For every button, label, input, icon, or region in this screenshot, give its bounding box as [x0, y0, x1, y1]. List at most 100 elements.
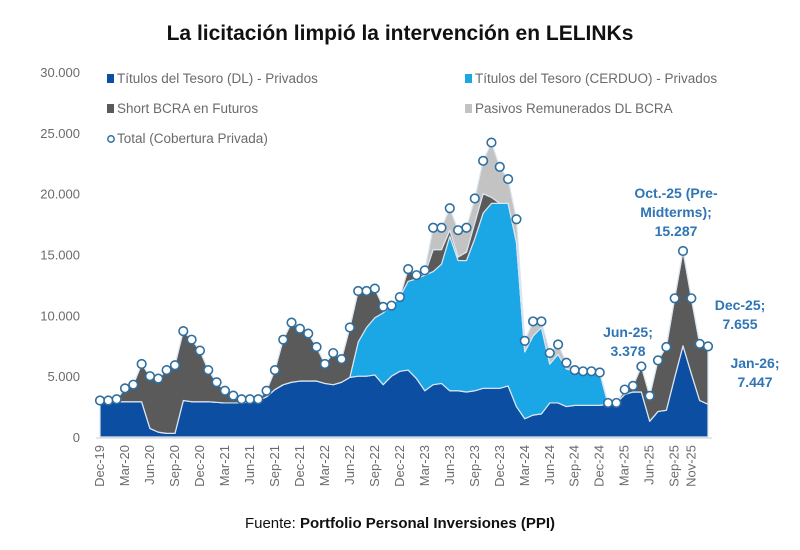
x-tick-label: Mar-20 [117, 445, 132, 486]
total-marker [369, 283, 380, 294]
x-tick-label: Mar-23 [417, 445, 432, 486]
total-marker [211, 377, 222, 388]
total-marker [136, 358, 147, 370]
total-marker [669, 293, 680, 304]
annotation-jun-25: 3.378 [610, 343, 645, 359]
y-tick-label: 15.000 [40, 248, 80, 263]
y-tick-label: 5.000 [47, 369, 80, 384]
annotation-oct-25: Midterms); [640, 204, 712, 220]
x-tick-label: Mar-22 [317, 445, 332, 486]
total-marker [694, 338, 705, 349]
total-marker [261, 385, 272, 396]
legend-label-total: Total (Cobertura Privada) [117, 131, 268, 146]
total-marker [236, 394, 247, 405]
x-tick-label: Mar-25 [617, 445, 632, 486]
total-marker [686, 293, 697, 304]
x-tick-label: Jun-24 [542, 445, 557, 485]
x-tick-label: Dec-21 [292, 445, 307, 487]
total-marker [244, 394, 256, 405]
total-marker [436, 222, 447, 233]
annotation-jun-25: Jun-25; [603, 324, 653, 340]
legend-swatch-dl [107, 74, 114, 83]
legend-swatch-pasivos [465, 104, 472, 113]
total-marker [186, 334, 197, 345]
y-tick-label: 30.000 [40, 65, 80, 80]
annotation-oct-25: 15.287 [655, 223, 698, 239]
total-marker [228, 390, 239, 401]
x-tick-label: Dec-20 [192, 445, 207, 487]
x-tick-label: Jun-22 [342, 445, 357, 485]
total-marker [153, 373, 164, 384]
source-name: Portfolio Personal Inversiones (PPI) [299, 515, 556, 532]
total-marker [544, 347, 555, 359]
legend-label-pasivos: Pasivos Remunerados DL BCRA [475, 101, 673, 116]
total-marker [644, 390, 655, 402]
total-marker [444, 203, 455, 214]
total-marker [319, 358, 330, 370]
y-tick-label: 25.000 [40, 126, 80, 141]
x-tick-label: Dec-23 [492, 445, 507, 487]
annotation-dec-25: 7.655 [722, 316, 757, 332]
total-marker [411, 270, 422, 281]
annotation-jan-26: Jan-26; [730, 355, 779, 371]
x-tick-label: Jun-20 [142, 445, 157, 485]
y-tick-label: 10.000 [40, 308, 80, 323]
x-tick-label: Sep-22 [367, 445, 382, 487]
total-marker [652, 355, 664, 366]
x-tick-label: Dec-24 [592, 445, 607, 487]
total-marker [353, 285, 364, 297]
legend-marker-total [107, 135, 115, 143]
total-marker [661, 341, 672, 353]
y-tick-label: 0 [73, 430, 80, 445]
total-marker [511, 214, 522, 225]
total-marker [486, 137, 497, 148]
total-marker [586, 366, 597, 377]
x-tick-label: Sep-23 [467, 445, 482, 487]
total-marker [702, 341, 714, 352]
total-marker [677, 245, 689, 257]
x-tick-label: Mar-21 [217, 445, 232, 486]
total-marker [361, 285, 372, 297]
total-marker [478, 155, 489, 166]
total-marker [453, 225, 464, 236]
total-marker [311, 341, 322, 353]
total-marker [178, 326, 189, 337]
total-marker [577, 366, 589, 377]
total-marker [527, 316, 539, 327]
x-tick-label: Nov-25 [683, 445, 698, 487]
total-marker [536, 316, 547, 327]
x-tick-label: Dec-22 [392, 445, 407, 487]
total-marker [269, 364, 281, 376]
total-marker [503, 173, 514, 185]
total-marker [611, 397, 622, 409]
total-marker [561, 357, 572, 368]
total-marker [636, 361, 647, 372]
total-marker [336, 354, 347, 365]
x-tick-label: Jun-25 [642, 445, 657, 485]
total-marker [253, 394, 264, 405]
total-marker [419, 265, 430, 276]
total-marker [294, 323, 305, 334]
total-marker [328, 347, 339, 359]
annotation-oct-25: Oct.-25 (Pre- [634, 185, 718, 201]
total-marker [203, 364, 214, 376]
total-marker [94, 395, 106, 406]
total-marker [169, 360, 181, 371]
total-marker [619, 384, 630, 395]
total-marker [161, 364, 172, 376]
legend-label-cerduo: Títulos del Tesoro (CERDUO) - Privados [475, 71, 717, 86]
total-marker [394, 291, 405, 303]
total-marker [103, 395, 114, 406]
x-tick-label: Sep-25 [667, 445, 682, 487]
legend-label-dl: Títulos del Tesoro (DL) - Privados [117, 71, 318, 86]
total-marker [378, 301, 389, 312]
chart-title: La licitación limpió la intervención en … [166, 22, 634, 45]
total-marker [403, 264, 414, 275]
x-tick-label: Sep-24 [567, 445, 582, 487]
total-marker [519, 335, 530, 346]
total-marker [144, 371, 156, 382]
annotation-jan-26: 7.447 [737, 374, 772, 390]
total-marker [194, 345, 206, 356]
total-marker [111, 394, 122, 405]
source-footer: Fuente: Portfolio Personal Inversiones (… [0, 515, 800, 532]
